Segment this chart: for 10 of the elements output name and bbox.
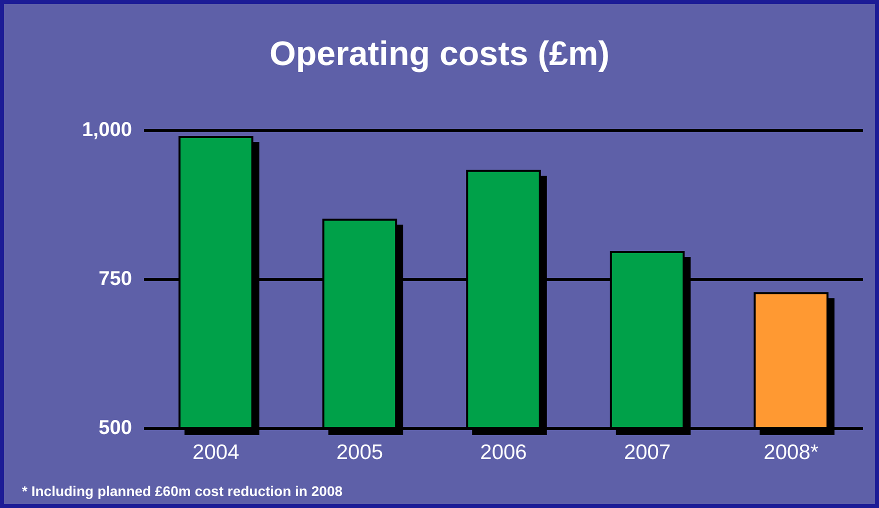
x-tick-label: 2004: [192, 441, 240, 464]
x-tick-label: 2006: [480, 441, 527, 464]
x-tick-label: 2008*: [764, 441, 819, 464]
y-tick-label: 750: [98, 268, 132, 290]
y-tick-label: 500: [98, 417, 132, 439]
x-tick-label: 2007: [624, 441, 671, 464]
x-tick-label: 2005: [336, 441, 384, 464]
y-tick-label: 1,000: [82, 119, 132, 141]
chart-title: Operating costs (£m): [269, 35, 610, 73]
text: * Including planned £60m cost reduction in 2008: [22, 483, 343, 499]
